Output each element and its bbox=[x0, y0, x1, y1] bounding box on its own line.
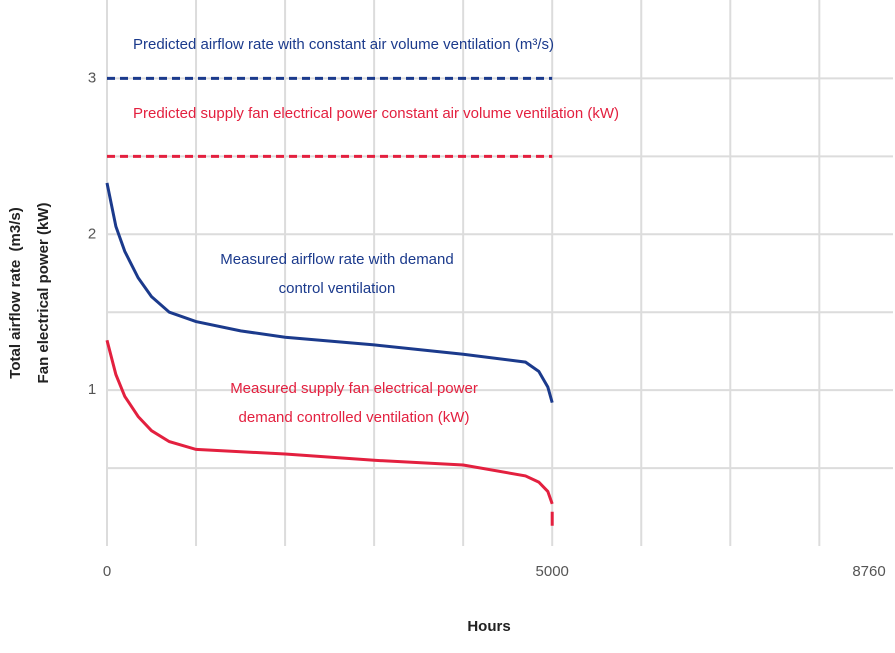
series-label: Measured supply fan electrical power bbox=[230, 380, 478, 397]
series-label: Predicted supply fan electrical power co… bbox=[133, 105, 619, 122]
grid bbox=[106, 0, 893, 546]
x-tick-label: 8760 bbox=[852, 563, 885, 580]
x-axis-title: Hours bbox=[467, 618, 510, 635]
series-label: Predicted airflow rate with constant air… bbox=[133, 36, 554, 53]
series-line bbox=[107, 340, 887, 546]
series-label: control ventilation bbox=[279, 280, 396, 297]
x-tick-label: 0 bbox=[103, 563, 111, 580]
series-label: Measured airflow rate with demand bbox=[220, 251, 453, 268]
series-line bbox=[105, 182, 554, 404]
y-tick-label: 3 bbox=[88, 69, 96, 86]
series-label: demand controlled ventilation (kW) bbox=[239, 409, 470, 426]
y-tick-label: 1 bbox=[88, 381, 96, 398]
x-tick-label: 5000 bbox=[536, 563, 569, 580]
y-tick-label: 2 bbox=[88, 225, 96, 242]
y-axis-title: Total airflow rate (m3/s) bbox=[7, 207, 24, 378]
y-axis-title: Fan electrical power (kW) bbox=[35, 203, 52, 384]
